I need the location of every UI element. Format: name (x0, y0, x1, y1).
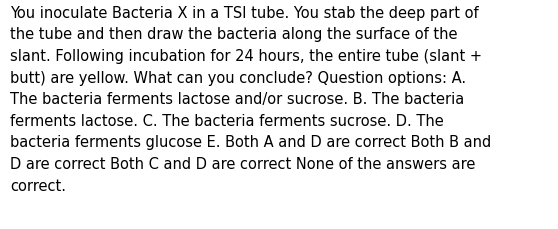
Text: You inoculate Bacteria X in a TSI tube. You stab the deep part of
the tube and t: You inoculate Bacteria X in a TSI tube. … (10, 6, 491, 193)
